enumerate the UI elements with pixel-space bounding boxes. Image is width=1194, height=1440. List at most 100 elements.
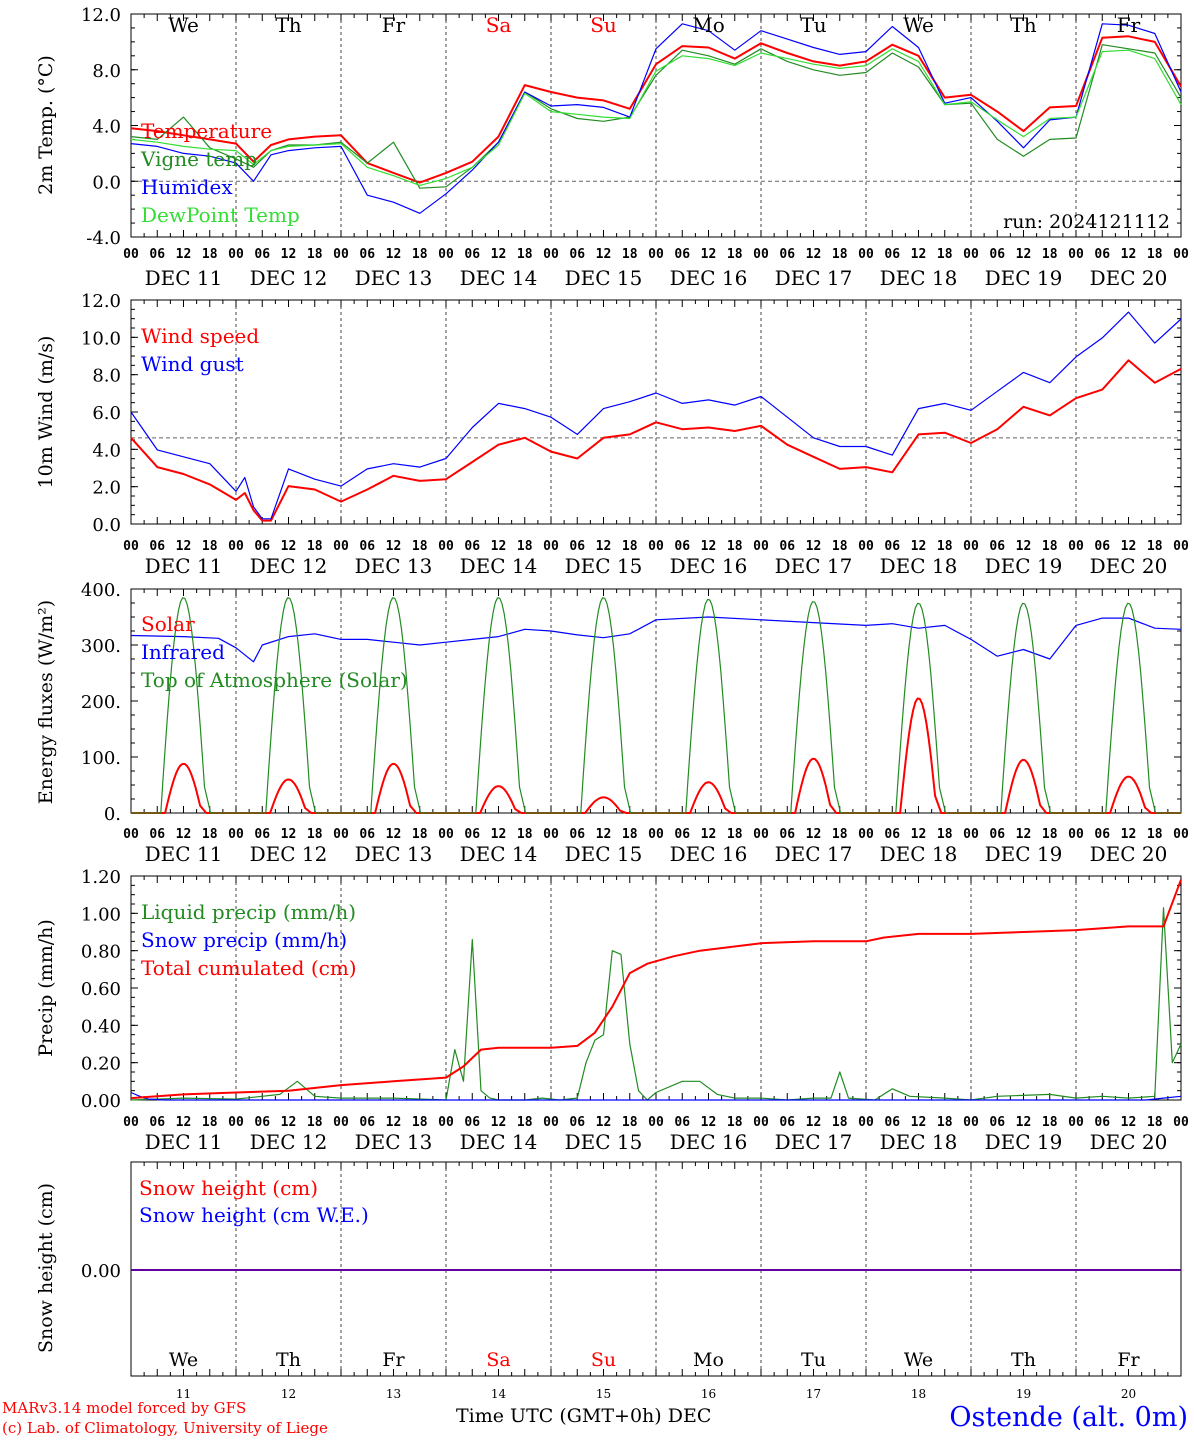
series-line (130, 616, 1182, 663)
y-tick-label: 0.00 (81, 1261, 121, 1282)
hour-tick-label: 12 (491, 827, 507, 842)
hour-tick-label: 00 (753, 827, 769, 842)
y-tick-label: 0.80 (81, 942, 121, 963)
day-label: DEC 14 (460, 266, 538, 290)
legend-entry: Wind speed (141, 324, 259, 348)
hour-tick-label: 00 (543, 827, 559, 842)
hour-tick-label: 12 (596, 247, 612, 262)
hour-tick-label: 12 (806, 827, 822, 842)
hour-tick-label: 06 (779, 827, 795, 842)
y-axis-label: Snow height (cm) (35, 1183, 57, 1353)
hour-tick-label: 12 (491, 247, 507, 262)
hour-tick-label: 12 (386, 247, 402, 262)
legend-entry: Infrared (141, 640, 225, 664)
weekday-label-top: Su (590, 13, 617, 37)
hour-tick-label: 12 (1121, 1115, 1137, 1130)
hour-tick-label: 06 (149, 827, 165, 842)
hour-tick-label: 18 (517, 539, 533, 554)
day-label: DEC 13 (355, 554, 433, 578)
day-number-label: 20 (1121, 1387, 1136, 1401)
hour-tick-label: 00 (438, 827, 454, 842)
day-number-label: 13 (386, 1387, 401, 1401)
hour-tick-label: 06 (1094, 247, 1110, 262)
hour-tick-label: 18 (622, 247, 638, 262)
hour-tick-label: 18 (307, 827, 323, 842)
hour-tick-label: 18 (1042, 247, 1058, 262)
hour-tick-label: 06 (779, 539, 795, 554)
hour-tick-label: 12 (1121, 539, 1137, 554)
hour-tick-label: 00 (648, 827, 664, 842)
series-line (130, 359, 1182, 522)
day-label: DEC 12 (250, 842, 328, 866)
legend-entry: Liquid precip (mm/h) (141, 900, 356, 924)
hour-tick-label: 18 (622, 1115, 638, 1130)
hour-tick-label: 18 (517, 827, 533, 842)
hour-tick-label: 06 (359, 539, 375, 554)
weekday-label-top: Tu (800, 13, 826, 37)
hour-tick-label: 18 (622, 827, 638, 842)
y-tick-label: 10.0 (81, 328, 121, 349)
day-label: DEC 17 (775, 266, 853, 290)
day-label: DEC 15 (565, 266, 643, 290)
day-label: DEC 19 (985, 554, 1063, 578)
hour-tick-label: 00 (333, 827, 349, 842)
hour-tick-label: 18 (832, 827, 848, 842)
hour-tick-label: 12 (701, 1115, 717, 1130)
hour-tick-label: 00 (123, 827, 139, 842)
hour-tick-label: 06 (674, 827, 690, 842)
hour-tick-label: 12 (281, 539, 297, 554)
hour-tick-label: 18 (727, 539, 743, 554)
hour-tick-label: 00 (1173, 1115, 1189, 1130)
hour-tick-label: 00 (123, 247, 139, 262)
hour-tick-label: 12 (596, 1115, 612, 1130)
hour-tick-label: 12 (911, 827, 927, 842)
hour-tick-label: 00 (123, 1115, 139, 1130)
y-tick-label: 0. (104, 804, 121, 825)
hour-tick-label: 12 (176, 539, 192, 554)
series-line (130, 23, 1182, 214)
hour-tick-label: 18 (1147, 247, 1163, 262)
hour-tick-label: 06 (149, 539, 165, 554)
hour-tick-label: 06 (254, 539, 270, 554)
hour-tick-label: 12 (386, 1115, 402, 1130)
hour-tick-label: 12 (1121, 247, 1137, 262)
hour-tick-label: 18 (1042, 1115, 1058, 1130)
legend-entry: Snow height (cm W.E.) (139, 1203, 369, 1227)
y-tick-label: 8.0 (92, 366, 121, 387)
day-label: DEC 18 (880, 554, 958, 578)
hour-tick-label: 18 (202, 827, 218, 842)
day-label: DEC 15 (565, 1130, 643, 1154)
hour-tick-label: 06 (254, 1115, 270, 1130)
day-label: DEC 17 (775, 1130, 853, 1154)
chart-panel-1: -4.0 0.0 4.0 8.0 12.0 2m Temp. (°C) 00 06 12 18 DE… (35, 5, 1189, 290)
hour-tick-label: 12 (806, 247, 822, 262)
hour-tick-label: 18 (307, 539, 323, 554)
y-axis-label: 2m Temp. (°C) (35, 55, 57, 195)
day-number-label: 17 (806, 1387, 821, 1401)
hour-tick-label: 00 (438, 247, 454, 262)
day-number-label: 11 (176, 1387, 191, 1401)
hour-tick-label: 18 (412, 539, 428, 554)
hour-tick-label: 12 (596, 827, 612, 842)
hour-tick-label: 00 (963, 827, 979, 842)
hour-tick-label: 18 (1042, 539, 1058, 554)
weekday-label-bottom: Mo (693, 1349, 724, 1371)
hour-tick-label: 12 (911, 539, 927, 554)
hour-tick-label: 06 (884, 247, 900, 262)
day-label: DEC 12 (250, 266, 328, 290)
hour-tick-label: 00 (333, 1115, 349, 1130)
y-tick-label: 300. (81, 636, 121, 657)
hour-tick-label: 18 (307, 1115, 323, 1130)
series-line (130, 35, 1182, 184)
chart-panel-3: 0. 100. 200. 300. 400. Energy fluxes (W/m²) 00… (35, 580, 1189, 866)
hour-tick-label: 12 (386, 827, 402, 842)
day-label: DEC 13 (355, 842, 433, 866)
hour-tick-label: 06 (464, 247, 480, 262)
weekday-label-top: Fr (1117, 13, 1141, 37)
hour-tick-label: 18 (622, 539, 638, 554)
hour-tick-label: 00 (753, 1115, 769, 1130)
day-label: DEC 20 (1090, 842, 1168, 866)
day-label: DEC 16 (670, 554, 748, 578)
hour-tick-label: 12 (1016, 827, 1032, 842)
series-line (130, 311, 1182, 520)
